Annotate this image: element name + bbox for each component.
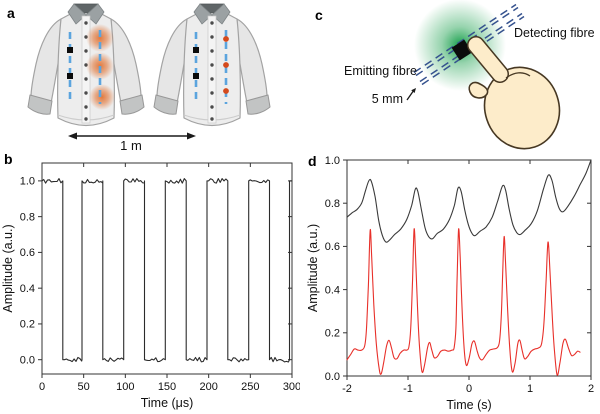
x-tick-label: 1	[527, 383, 533, 395]
x-tick-label: -1	[403, 383, 413, 395]
woven-fibres-left-shirt	[68, 30, 102, 104]
y-tick-label: 1.0	[325, 155, 340, 167]
x-axis-label: Time (s)	[446, 398, 491, 412]
x-tick-label: 250	[241, 381, 259, 393]
y-tick-label: 0.4	[325, 284, 340, 296]
panel-c-label: c	[315, 7, 323, 23]
sensor-marker	[193, 47, 199, 53]
y-tick-label: 1.0	[20, 176, 35, 188]
emitting-fibre-lines	[419, 12, 525, 86]
x-tick-label: 0	[39, 381, 45, 393]
x-tick-label: 50	[78, 381, 90, 393]
x-tick-label: -2	[342, 383, 352, 395]
series-pulse-signal-red	[346, 228, 581, 376]
shirt-right	[153, 3, 271, 127]
touch-glow-top	[86, 24, 114, 52]
y-tick-label: 0.0	[20, 354, 35, 366]
sensor-marker	[67, 73, 73, 79]
curled-thumb	[468, 81, 489, 99]
panel-a-label: a	[7, 5, 15, 21]
panel-b-label: b	[4, 151, 13, 167]
hand-illustration	[467, 36, 561, 150]
y-axis-label: Amplitude (a.u.)	[1, 224, 15, 312]
series-square-wave-modulation	[41, 178, 293, 363]
y-tick-label: 0.6	[20, 247, 35, 259]
series-respiration-signal-black	[346, 159, 592, 243]
shirt-left	[27, 3, 145, 127]
x-axis-label: Time (μs)	[141, 396, 194, 410]
chart-square-wave: 0 50 100 150 200 250 300 0.0 0.2 0.4 0.6 0.8 1.0 Time…	[1, 162, 300, 410]
x-tick-label: 100	[116, 381, 134, 393]
fibre-spacing-label: 5 mm	[372, 92, 403, 106]
touch-glow-bottom	[89, 84, 115, 110]
detector-dot	[223, 88, 229, 94]
chart-vital-signs: -2 -1 0 1 2 0.0 0.2 0.4 0.6 0.8 1.0 Time (s) Amplitu…	[306, 155, 594, 412]
x-tick-label: 150	[158, 381, 176, 393]
y-axis-label: Amplitude (a.u.)	[306, 224, 320, 312]
plot-box	[41, 162, 293, 375]
y-tick-label: 0.6	[325, 241, 340, 253]
sensor-marker	[193, 73, 199, 79]
shirts-illustration: 1 m	[27, 3, 271, 152]
palm	[483, 66, 561, 150]
x-tick-label: 2	[588, 383, 594, 395]
detecting-fibre-lines	[413, 3, 519, 77]
y-tick-label: 0.2	[325, 328, 340, 340]
y-tick-label: 0.4	[20, 283, 35, 295]
detector-dot	[223, 62, 229, 68]
y-tick-label: 0.0	[325, 371, 340, 383]
distance-arrow: 1 m	[68, 132, 196, 152]
y-tick-label: 0.8	[20, 211, 35, 223]
y-tick-label: 0.8	[325, 198, 340, 210]
detecting-fibre-label: Detecting fibre	[514, 26, 595, 40]
touch-sensing-illustration: Detecting fibre Emitting fibre 5 mm	[344, 0, 595, 150]
spacing-arrow	[406, 88, 416, 101]
detector-dot	[223, 36, 229, 42]
panel-d-label: d	[308, 153, 317, 169]
x-tick-label: 200	[199, 381, 217, 393]
y-tick-label: 0.2	[20, 319, 35, 331]
index-finger	[468, 37, 508, 82]
knuckle-line	[505, 72, 531, 79]
sensor-marker	[67, 47, 73, 53]
emitting-fibre-label: Emitting fibre	[344, 64, 417, 78]
x-tick-label: 300	[283, 381, 300, 393]
distance-label: 1 m	[120, 138, 142, 152]
x-tick-label: 0	[466, 383, 472, 395]
